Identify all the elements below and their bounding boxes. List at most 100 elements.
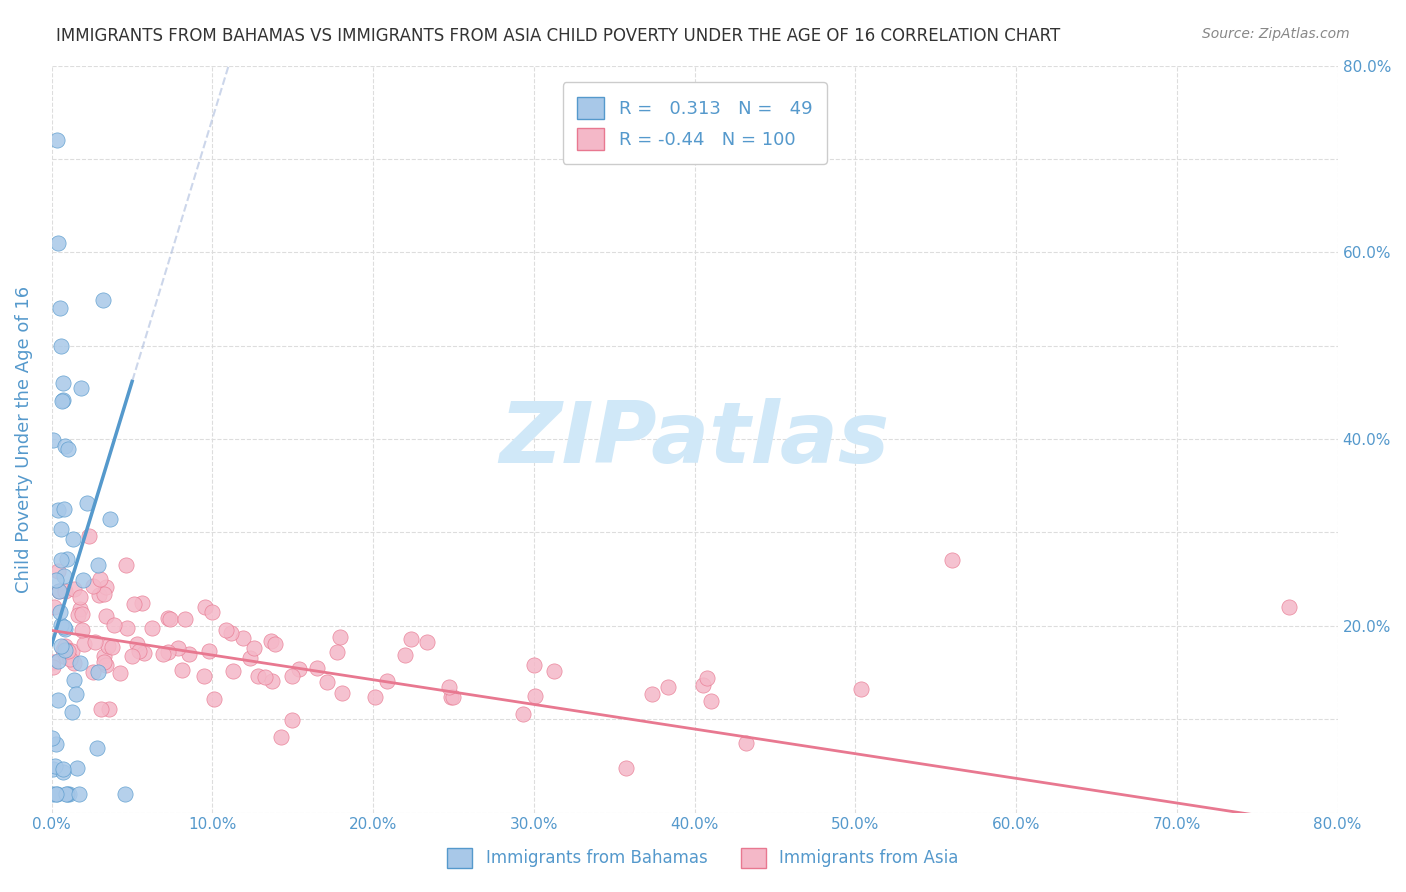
Point [69,591,91,605]
Point [375,673,398,688]
Point [82,665,104,679]
Point [232,632,254,646]
Point [65,761,87,775]
Point [641,687,664,701]
Point [166,640,188,655]
Point [1278,600,1301,615]
Point [42,434,65,448]
Point [42,660,65,674]
Point [69,657,91,671]
Point [46,503,69,517]
Point [46,692,69,706]
Point [700,694,723,708]
Point [157,611,180,625]
Point [260,674,283,689]
Point [115,558,138,572]
Point [243,640,266,655]
Point [45,573,67,587]
Point [197,643,219,657]
Point [98,512,121,526]
Point [58,787,80,801]
Legend: R =   0.313   N =   49, R = -0.44   N = 100: R = 0.313 N = 49, R = -0.44 N = 100 [562,82,827,164]
Point [48,584,70,599]
Point [52,501,75,516]
Point [72,637,94,651]
Point [89,589,111,603]
Point [49,301,72,316]
Text: ZIPatlas: ZIPatlas [499,398,890,481]
Point [84,634,107,648]
Point [53,439,76,453]
Point [941,553,963,567]
Point [159,612,181,626]
Point [52,376,75,390]
Point [523,657,546,672]
Point [53,584,76,599]
Point [62,582,84,596]
Text: Source: ZipAtlas.com: Source: ZipAtlas.com [1202,27,1350,41]
Point [41,731,63,745]
Point [97,639,120,653]
Point [53,620,76,634]
Point [62,673,84,687]
Point [326,645,349,659]
Point [70,607,93,621]
Point [330,686,353,700]
Point [399,632,422,646]
Point [524,690,547,704]
Point [52,643,75,657]
Point [177,647,200,661]
Point [94,580,117,594]
Point [69,602,91,616]
Point [215,623,238,637]
Point [121,649,143,664]
Point [67,787,90,801]
Point [52,762,75,776]
Point [60,644,83,658]
Point [246,669,269,683]
Point [103,618,125,632]
Point [82,578,104,592]
Point [122,597,145,611]
Point [305,661,328,675]
Point [49,606,72,620]
Point [394,648,416,662]
Point [202,692,225,706]
Point [53,642,76,657]
Point [76,496,98,510]
Point [93,656,115,670]
Point [734,736,756,750]
Point [512,706,534,721]
Point [86,740,108,755]
Point [62,706,84,720]
Point [132,646,155,660]
Point [281,669,304,683]
Point [65,687,87,701]
Point [52,765,75,780]
Point [45,737,67,751]
Point [52,392,75,407]
Point [42,656,65,670]
Point [46,653,69,667]
Point [44,759,66,773]
Point [93,293,115,307]
Point [49,522,72,536]
Point [174,612,197,626]
Point [62,532,84,546]
Point [696,671,718,685]
Point [42,763,65,777]
Point [90,702,112,716]
Point [58,652,80,666]
Point [49,617,72,632]
Point [63,656,86,670]
Point [55,787,77,801]
Y-axis label: Child Poverty Under the Age of 16: Child Poverty Under the Age of 16 [15,285,32,592]
Point [170,663,193,677]
Point [692,678,714,692]
Point [128,644,150,658]
Point [42,600,65,615]
Point [48,583,70,598]
Point [108,666,131,681]
Point [141,621,163,635]
Point [94,658,117,673]
